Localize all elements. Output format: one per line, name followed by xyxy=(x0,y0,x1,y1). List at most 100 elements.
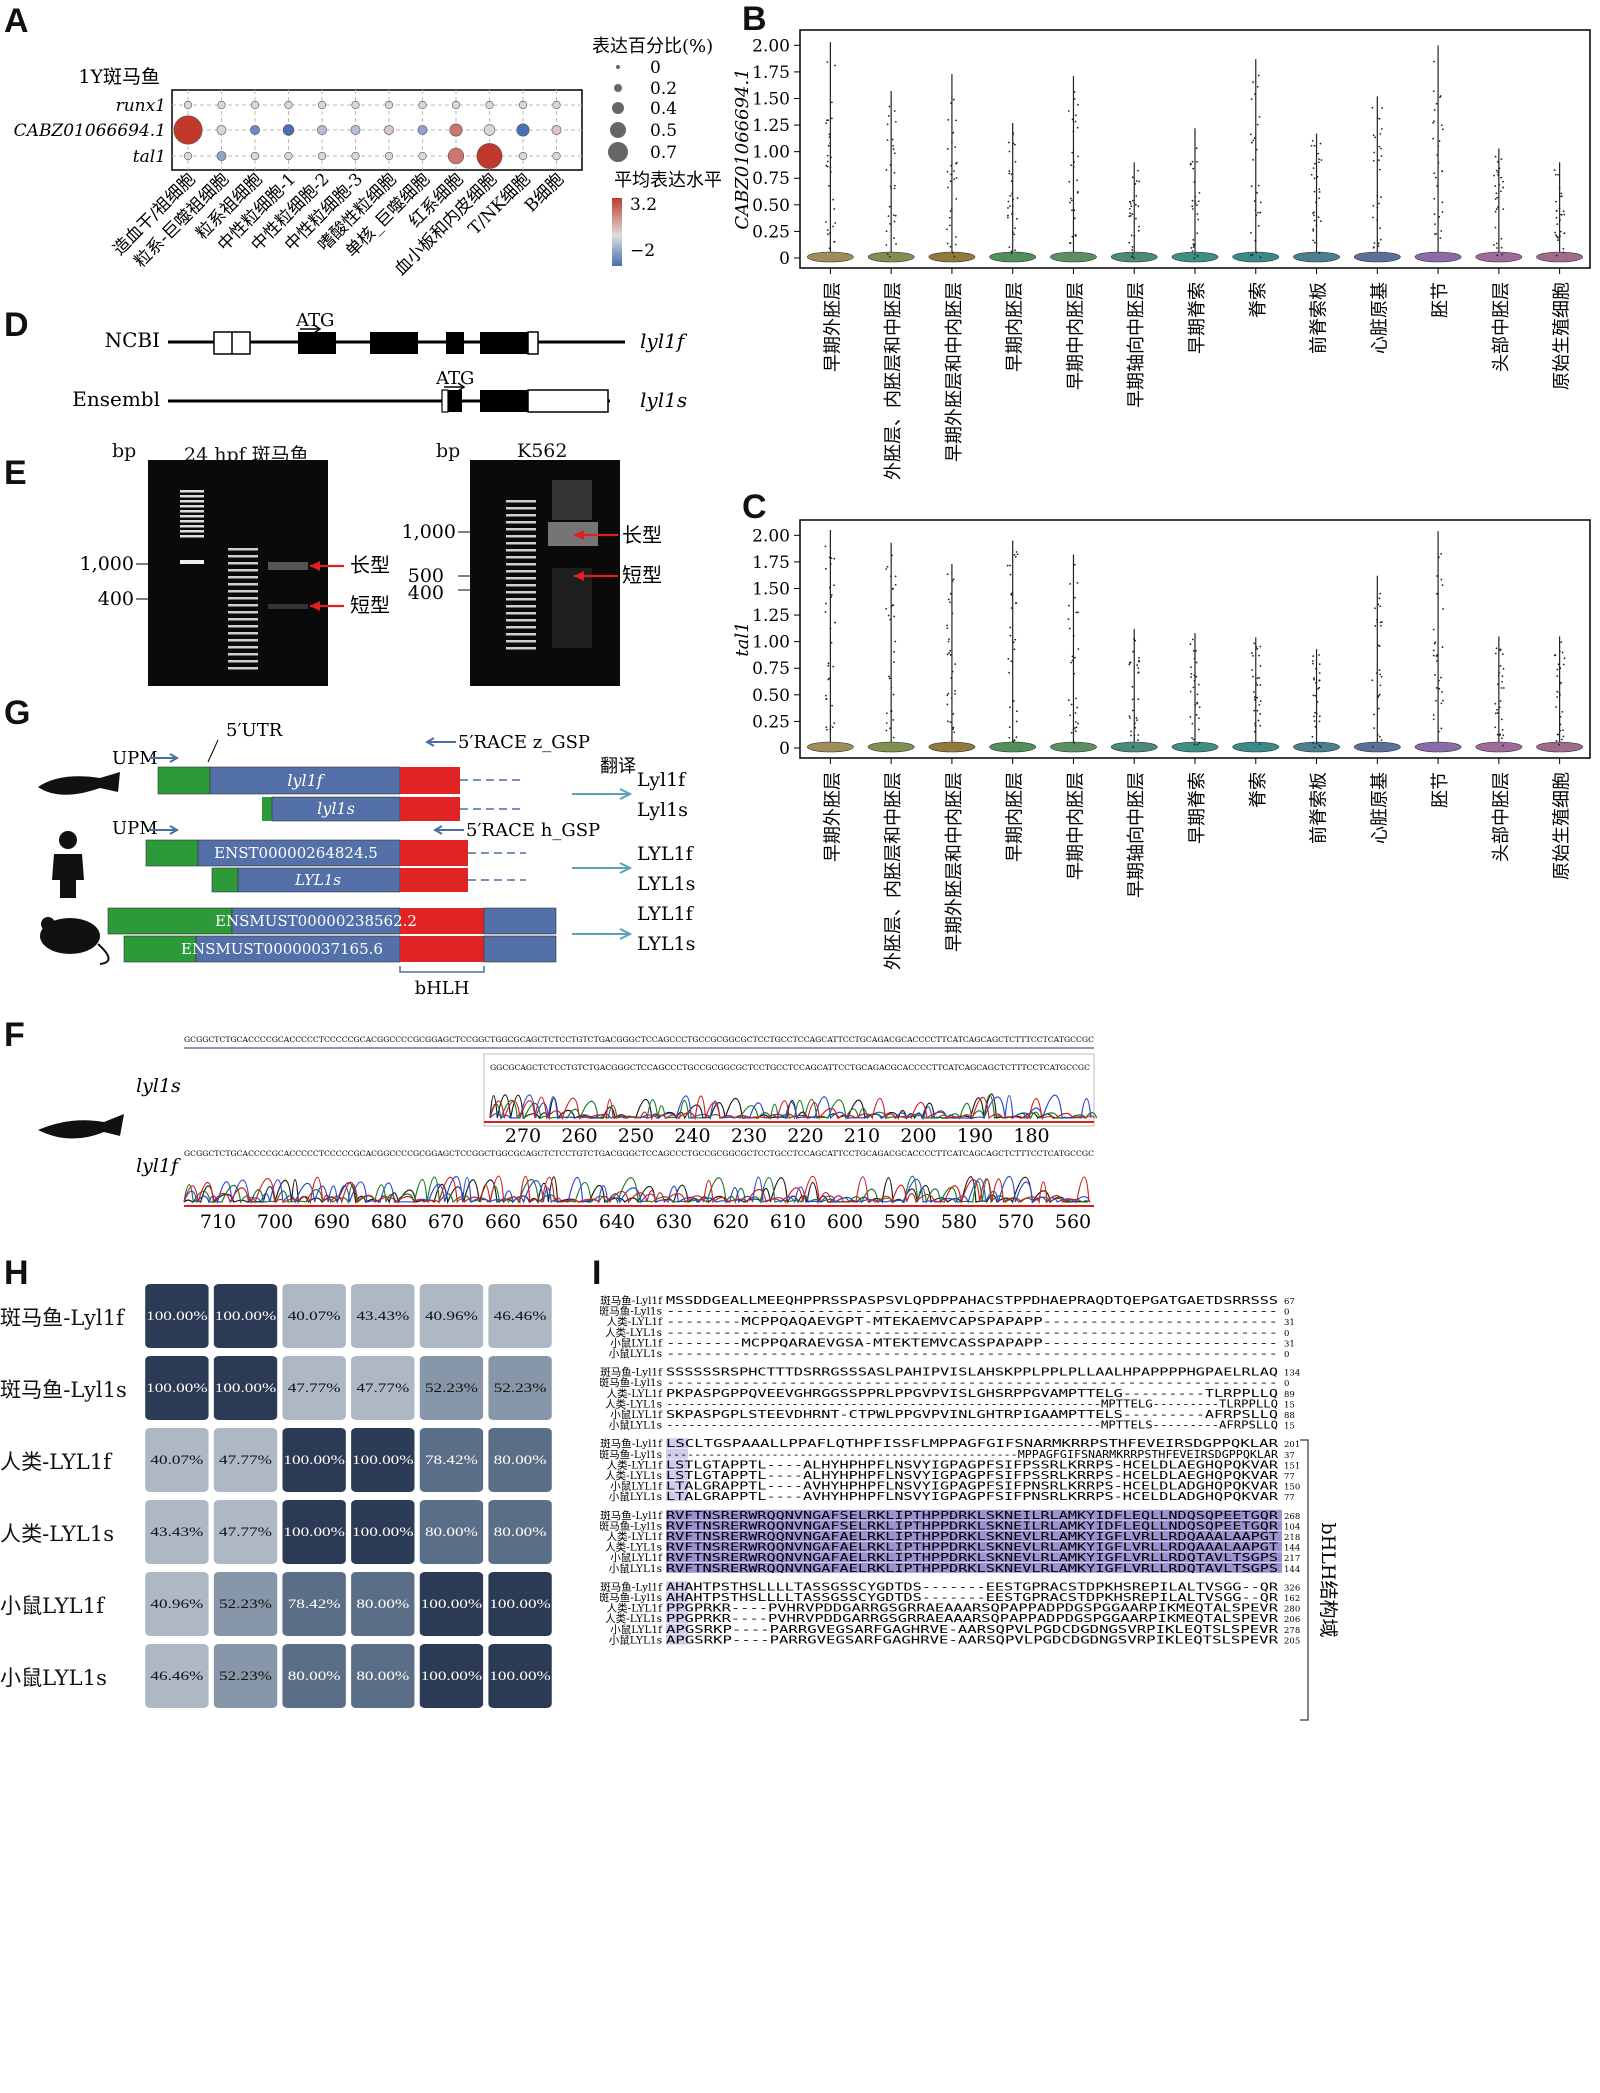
violin-point xyxy=(830,156,832,159)
violin-point xyxy=(824,567,827,570)
violin-point xyxy=(1381,107,1384,109)
dot-mark xyxy=(518,151,528,161)
violin-point xyxy=(828,677,831,680)
ytick-label: 1.75 xyxy=(752,63,790,83)
gel1-ladder-band xyxy=(180,520,204,523)
violin-body xyxy=(1353,741,1401,753)
trace-s-tick: 270 xyxy=(505,1125,541,1147)
align-seq: LTALGRAPPTL----AVHYHPHPFLNSVYIGPAGPFSIFP… xyxy=(666,1481,1279,1493)
align-name: 小鼠LYL1f xyxy=(610,1551,663,1564)
label-short-2: 短型 xyxy=(622,563,662,587)
violin-point xyxy=(1074,656,1076,659)
violin-point xyxy=(1196,232,1199,235)
violin-point xyxy=(893,184,896,187)
arrow-head xyxy=(310,561,320,571)
gel2-bp-label: bp xyxy=(436,440,461,462)
xtick-label: 早期外胚层和中内胚层 xyxy=(944,282,965,462)
violin-point xyxy=(1558,650,1561,653)
violin-point xyxy=(1009,573,1012,576)
violin-point xyxy=(1134,183,1137,185)
gel2-ladder-band xyxy=(506,563,536,566)
violin-point xyxy=(825,164,828,167)
trace-f-tick: 630 xyxy=(656,1211,692,1233)
heatmap-cell: 47.77% xyxy=(213,1500,278,1564)
violin-point xyxy=(885,230,888,233)
violin-point xyxy=(1010,593,1013,595)
violin-point xyxy=(1558,743,1560,746)
violin-point xyxy=(886,139,889,142)
violin-point xyxy=(1253,730,1256,733)
violin-point xyxy=(1136,719,1139,722)
gel1-mark-400: 400 xyxy=(98,588,134,610)
violin-point xyxy=(1014,143,1016,146)
align-name: 人类-LYL1f xyxy=(607,1315,663,1328)
violin-point xyxy=(1313,219,1316,222)
gel1-ladder-band xyxy=(180,495,204,498)
violin-point xyxy=(1442,608,1444,610)
gel2-ladder-band xyxy=(506,542,536,545)
violin-point xyxy=(890,710,893,712)
heatmap-cell: 43.43% xyxy=(351,1284,415,1348)
violin-point xyxy=(894,584,897,586)
violin-point xyxy=(1007,214,1009,217)
violin-point xyxy=(1192,238,1195,241)
violin-point xyxy=(1136,664,1139,667)
violin-point xyxy=(894,214,897,217)
violin-body xyxy=(1536,251,1584,263)
dot-mark xyxy=(476,143,503,169)
violin-point xyxy=(1318,158,1320,161)
size-legend-dot xyxy=(610,122,626,138)
violin-point xyxy=(1137,205,1140,208)
violin-point xyxy=(888,675,890,678)
heatmap-cell: 100.00% xyxy=(282,1428,346,1492)
violin-point xyxy=(1007,200,1010,203)
violin-point xyxy=(1068,627,1071,630)
violin-point xyxy=(834,222,837,224)
violin-point xyxy=(1190,673,1193,675)
violin-point xyxy=(1190,247,1193,249)
violin-point xyxy=(1373,727,1376,730)
ncbi-label: NCBI xyxy=(105,328,160,352)
violin-point xyxy=(1012,231,1014,234)
violin-point xyxy=(1255,646,1258,648)
violin-point xyxy=(1441,690,1444,693)
violin-point xyxy=(954,663,957,665)
gel1-ladder2-band xyxy=(228,625,258,628)
violin-point xyxy=(1015,217,1018,220)
violin-point xyxy=(894,640,897,643)
ytick-label: 0 xyxy=(779,739,790,759)
color-legend-title: 平均表达水平 xyxy=(614,170,722,191)
mm-f-label: ENSMUST00000238562.2 xyxy=(215,912,417,930)
xtick-label: 早期中内胚层 xyxy=(1065,282,1086,390)
violin-point xyxy=(954,146,957,148)
gel2-title: K562 xyxy=(517,440,568,462)
violin-body xyxy=(1475,251,1523,263)
gel2-ladder-band xyxy=(506,521,536,524)
violin-point xyxy=(1312,655,1315,658)
violin-body xyxy=(1293,251,1340,263)
violin-point xyxy=(893,615,896,618)
ytick-label: 1.25 xyxy=(752,116,790,136)
violin-point xyxy=(890,686,893,689)
violin-point xyxy=(1501,680,1504,683)
heatmap-cell: 52.23% xyxy=(213,1644,278,1708)
align-name: 小鼠LYL1f xyxy=(610,1623,663,1636)
violin-point xyxy=(1377,603,1380,606)
violin-point xyxy=(947,186,949,189)
violin-point xyxy=(1077,611,1079,614)
gel2-mark-500: 500 xyxy=(408,565,444,587)
violin-point xyxy=(885,729,888,732)
gel2-ladder-band xyxy=(506,507,536,510)
violin-point xyxy=(1441,128,1444,131)
size-legend-value: 0.2 xyxy=(650,79,677,99)
violin-point xyxy=(1012,641,1015,644)
violin-point xyxy=(1075,726,1078,729)
violin-point xyxy=(1559,715,1562,718)
violin-point xyxy=(827,144,830,147)
utr-label: 5′UTR xyxy=(226,720,283,741)
domain-label: bHLH结构域 xyxy=(1317,1523,1339,1638)
color-legend-max: 3.2 xyxy=(630,195,657,215)
violin-point xyxy=(1256,677,1259,680)
align-num: 278 xyxy=(1284,1626,1300,1636)
violin-point xyxy=(1072,634,1075,637)
